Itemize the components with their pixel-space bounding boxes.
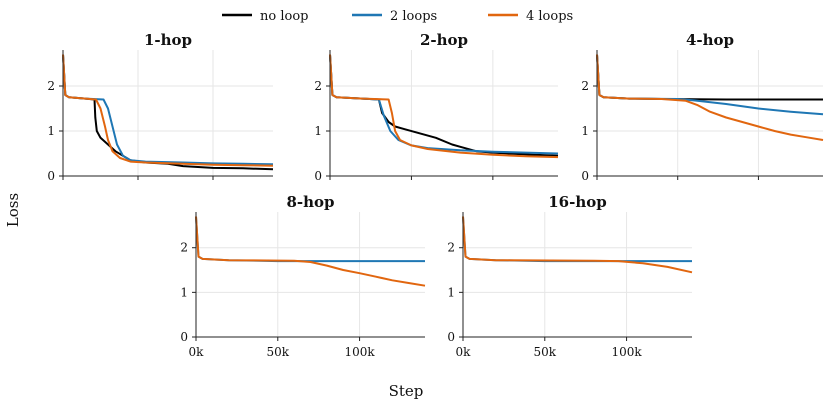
panel-title: 1-hop <box>144 31 192 49</box>
panel-1-hop: 0 1 2 1-hop <box>47 31 274 183</box>
panel-16-hop: 0 1 2 0k 50k 100k 16-hop <box>447 193 693 359</box>
y-tick-label: 0 <box>47 169 55 183</box>
legend-label: 4 loops <box>526 9 573 24</box>
legend-label: 2 loops <box>390 9 437 24</box>
series-line-4-loops <box>195 216 426 287</box>
series-line-no-loop <box>596 54 823 101</box>
y-tick-label: 2 <box>314 79 322 93</box>
x-tick-label: 100k <box>611 345 642 359</box>
series-line-2-loops <box>195 216 425 263</box>
series-line-4-loops <box>462 216 693 274</box>
series-line-2-loops <box>462 216 692 263</box>
panel-8-hop: 0 1 2 0k 50k 100k 8-hop <box>180 193 426 359</box>
y-tick-label: 2 <box>581 79 589 93</box>
series-line-no-loop <box>62 54 274 171</box>
x-tick-label: 50k <box>534 345 557 359</box>
series-line-4-loops <box>62 54 274 167</box>
panel-4-hop: 0 1 2 4-hop <box>581 31 824 183</box>
y-tick-label: 0 <box>447 330 455 344</box>
y-tick-label: 0 <box>314 169 322 183</box>
y-tick-label: 0 <box>180 330 188 344</box>
y-tick-label: 2 <box>447 241 455 255</box>
y-tick-label: 1 <box>180 285 188 299</box>
series-line-4-loops <box>329 54 559 159</box>
y-axis-title: Loss <box>4 193 22 227</box>
y-tick-label: 1 <box>581 124 589 138</box>
series-line-2-loops <box>329 54 559 155</box>
panel-title: 8-hop <box>286 193 334 211</box>
panel-title: 16-hop <box>548 193 607 211</box>
series-line-no-loop <box>329 54 559 157</box>
y-tick-label: 2 <box>47 79 55 93</box>
x-tick-label: 50k <box>267 345 290 359</box>
y-tick-label: 1 <box>314 124 322 138</box>
y-tick-label: 1 <box>47 124 55 138</box>
x-tick-label: 0k <box>456 345 472 359</box>
series-line-2-loops <box>596 54 824 116</box>
series-line-4-loops <box>596 54 824 141</box>
legend-item-4-loops: 4 loops <box>488 9 573 24</box>
legend: no loop 2 loops 4 loops <box>222 9 573 24</box>
legend-label: no loop <box>260 9 308 24</box>
y-tick-label: 0 <box>581 169 589 183</box>
y-tick-label: 1 <box>447 285 455 299</box>
legend-item-no-loop: no loop <box>222 9 308 24</box>
panel-title: 2-hop <box>420 31 468 49</box>
panel-title: 4-hop <box>686 31 734 49</box>
legend-item-2-loops: 2 loops <box>352 9 437 24</box>
x-tick-label: 100k <box>344 345 375 359</box>
y-tick-label: 2 <box>180 241 188 255</box>
panel-2-hop: 0 1 2 2-hop <box>314 31 559 183</box>
x-axis-title: Step <box>389 382 424 400</box>
x-tick-label: 0k <box>189 345 205 359</box>
